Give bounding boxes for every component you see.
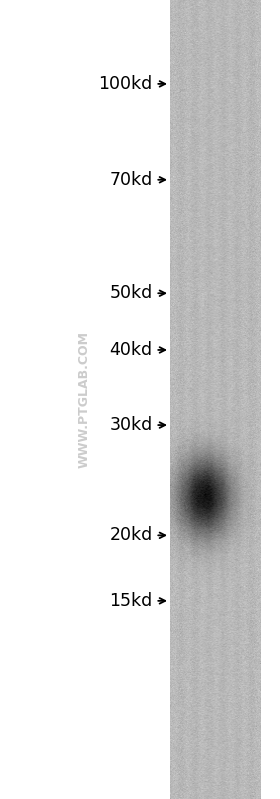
Text: 30kd: 30kd bbox=[109, 416, 153, 434]
Text: WWW.PTGLAB.COM: WWW.PTGLAB.COM bbox=[78, 331, 90, 468]
Text: 70kd: 70kd bbox=[109, 171, 153, 189]
Text: 50kd: 50kd bbox=[109, 284, 153, 302]
Text: 40kd: 40kd bbox=[109, 341, 153, 359]
Text: 20kd: 20kd bbox=[109, 527, 153, 544]
Text: 100kd: 100kd bbox=[98, 75, 153, 93]
Text: 15kd: 15kd bbox=[109, 592, 153, 610]
